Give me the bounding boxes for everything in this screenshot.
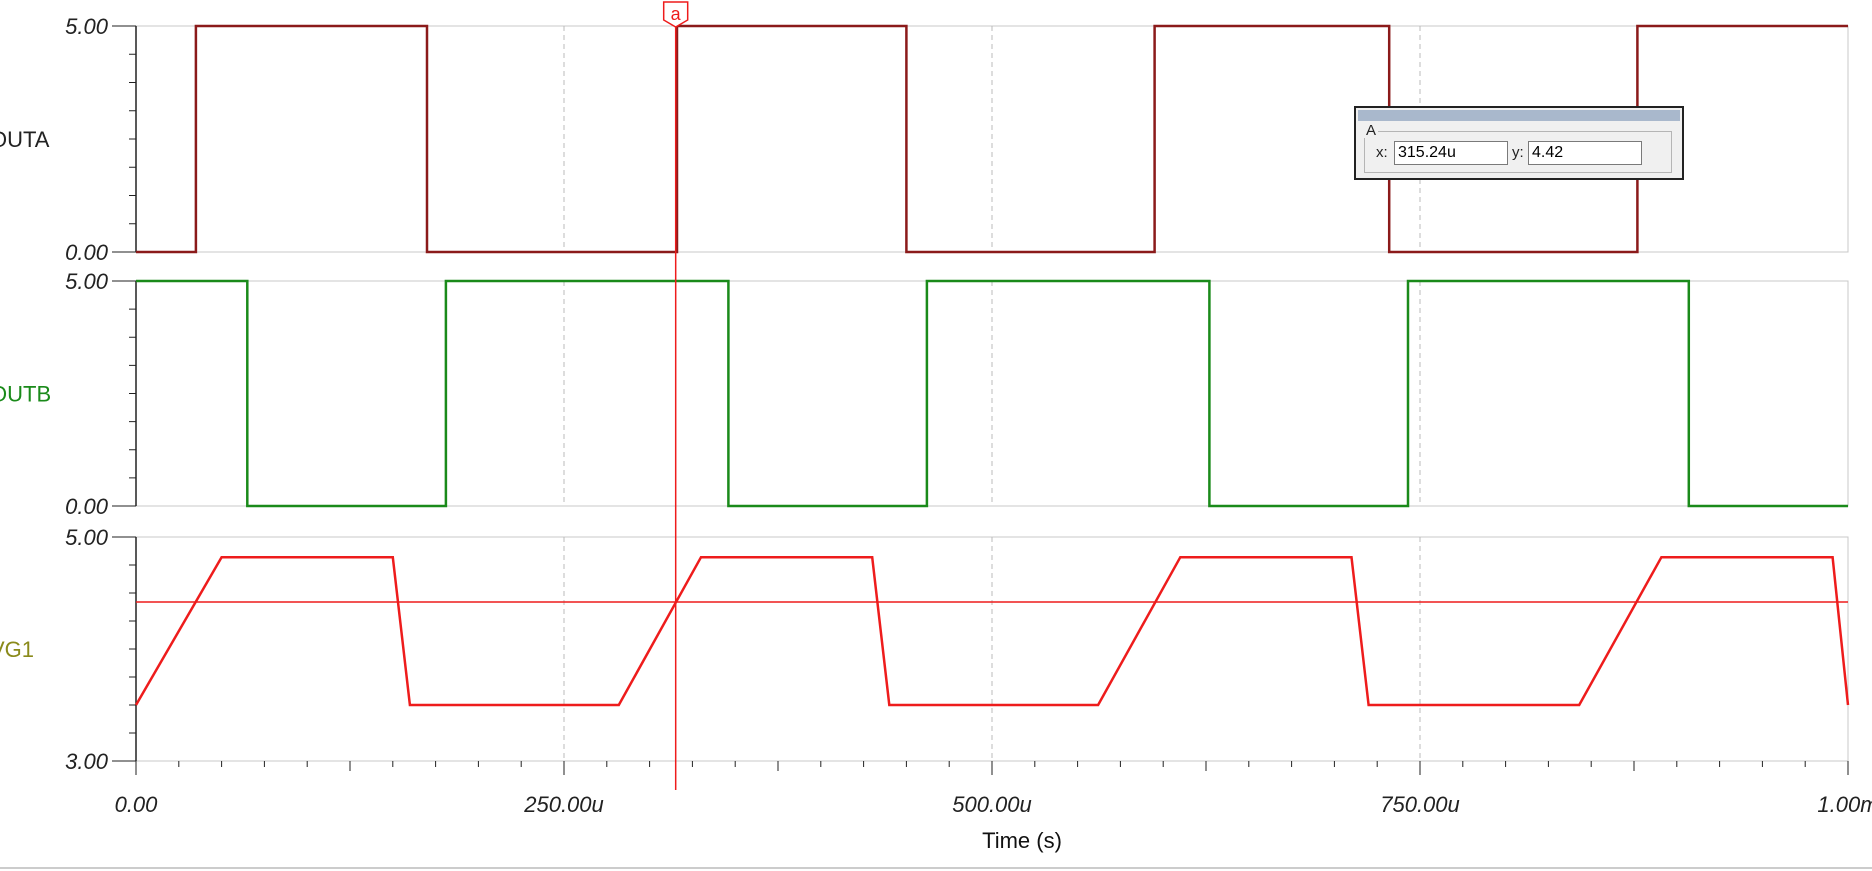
x-tick-label: 250.00u [523,792,604,817]
outa-signal-label: OUTA [0,127,50,152]
cursor-x-field[interactable]: 315.24u [1394,141,1508,165]
vg1-trace [134,555,1850,707]
vg1-signal-label: VG1 [0,637,34,662]
cursor-window-titlebar[interactable] [1358,110,1680,121]
outa-trace [136,24,1848,254]
x-axis-title: Time (s) [982,828,1062,853]
cursor-y-label: y: [1512,144,1524,161]
outb-signal-label: OUTB [0,382,51,407]
x-tick-label: 500.00u [952,792,1032,817]
cursor-group-label: A [1364,122,1379,139]
outb-y-tick-label-top: 5.00 [65,269,109,294]
x-tick-label: 750.00u [1380,792,1460,817]
cursor-y-field[interactable]: 4.42 [1528,141,1642,165]
cursor-a-group [1364,131,1672,173]
vg1-y-tick-label-bottom: 3.00 [65,749,109,774]
vg1-y-tick-label-top: 5.00 [65,525,109,550]
outb-trace [136,279,1848,508]
x-tick-label: 1.00m [1817,792,1872,817]
outb-y-tick-label-bottom: 0.00 [65,494,109,519]
cursor-marker-label: a [671,4,682,24]
cursor-x-label: x: [1376,144,1388,161]
cursor-readout-window[interactable]: A x: 315.24u y: 4.42 [1354,106,1684,180]
cursor-marker [662,1,689,28]
outa-y-tick-label-top: 5.00 [65,14,109,39]
outa-y-tick-label-bottom: 0.00 [65,240,109,265]
x-tick-label: 0.00 [115,792,159,817]
